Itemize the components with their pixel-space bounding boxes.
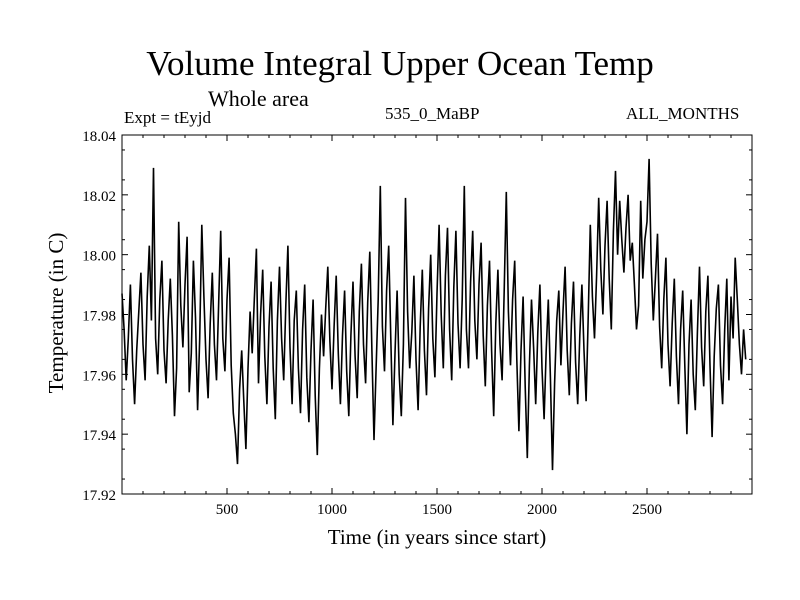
y-tick-label: 17.96 — [82, 368, 116, 384]
experiment-label: Expt = tEyjd — [124, 108, 212, 127]
y-tick-label: 17.98 — [82, 309, 116, 325]
x-tick-label: 1000 — [317, 502, 347, 518]
y-tick-label: 18.00 — [82, 249, 116, 265]
chart-title: Volume Integral Upper Ocean Temp — [146, 44, 654, 83]
x-tick-label: 2500 — [632, 502, 662, 518]
x-axis: 500 1000 1500 2000 2500 — [142, 135, 732, 518]
y-tick-label: 17.92 — [82, 488, 116, 504]
x-tick-label: 500 — [216, 502, 239, 518]
series-line-tEyjd — [121, 158, 747, 471]
y-axis-label: Temperature (in C) — [44, 233, 68, 394]
chart-subtitle: Whole area — [208, 86, 309, 111]
months-label: ALL_MONTHS — [626, 104, 740, 123]
x-tick-label: 2000 — [527, 502, 557, 518]
y-tick-label: 17.94 — [82, 428, 116, 444]
y-tick-label: 18.02 — [82, 189, 116, 205]
y-tick-label: 18.04 — [82, 129, 116, 145]
y-axis: 17.92 17.94 17.96 17.98 18.00 18.02 18.04 — [82, 129, 752, 504]
x-axis-label: Time (in years since start) — [328, 525, 547, 549]
run-label: 535_0_MaBP — [385, 104, 480, 123]
series-layer — [121, 158, 747, 471]
x-tick-label: 1500 — [422, 502, 452, 518]
